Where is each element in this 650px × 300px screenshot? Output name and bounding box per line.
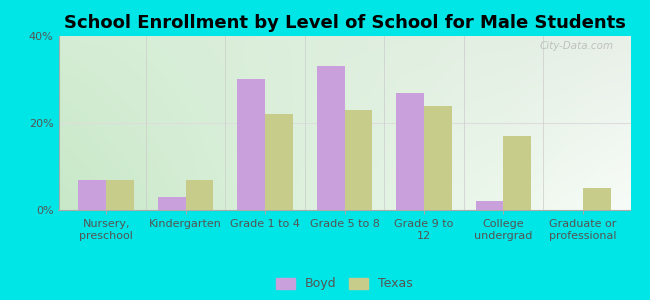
Bar [476, 201, 503, 210]
Bar [265, 114, 293, 210]
Legend: Boyd, Texas: Boyd, Texas [272, 274, 417, 294]
Bar [317, 66, 345, 210]
Bar [106, 179, 134, 210]
Bar [158, 197, 186, 210]
Bar [396, 92, 424, 210]
Text: City-Data.com: City-Data.com [540, 41, 614, 51]
Bar [186, 179, 213, 210]
Bar [79, 179, 106, 210]
Bar [344, 110, 372, 210]
Bar [583, 188, 610, 210]
Bar [503, 136, 531, 210]
Title: School Enrollment by Level of School for Male Students: School Enrollment by Level of School for… [64, 14, 625, 32]
Bar [237, 80, 265, 210]
Bar [424, 106, 452, 210]
